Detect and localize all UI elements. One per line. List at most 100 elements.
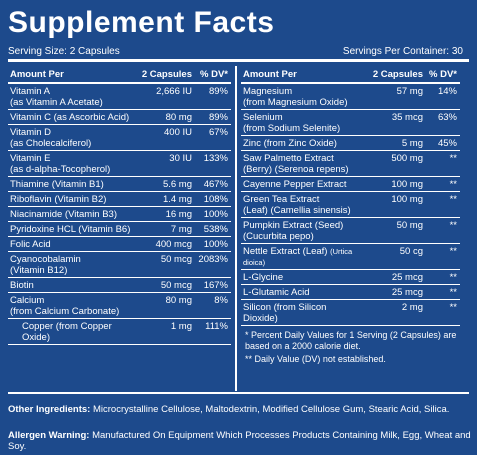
nutrient-label: Thiamine (Vitamin B1) <box>10 179 104 190</box>
nutrient-dv: 2083% <box>198 254 228 265</box>
footnotes: * Percent Daily Values for 1 Serving (2 … <box>241 326 460 365</box>
nutrient-amount: 100 mg <box>391 179 423 190</box>
nutrient-row: Silicon (from Silicon Dioxide) 2 mg ** <box>241 300 460 326</box>
nutrient-name: Pumpkin Extract (Seed) (Cucurbita pepo) <box>241 220 361 242</box>
nutrient-name: Magnesium (from Magnesium Oxide) <box>241 86 361 108</box>
right-column: Amount Per 2 Capsules % DV* Magnesium (fr… <box>241 66 460 367</box>
nutrient-row: Zinc (from Zinc Oxide) 5 mg 45% <box>241 136 460 151</box>
nutrient-label: Vitamin E <box>10 153 51 164</box>
nutrient-row: L-Glycine 25 mcg ** <box>241 270 460 285</box>
nutrient-row: Cyanocobalamin (Vitamin B12) 50 mcg 2083% <box>8 252 231 278</box>
allergen-warning-text: Manufactured On Equipment Which Processe… <box>8 430 471 452</box>
nutrient-name: Nettle Extract (Leaf) (Urtica dioica) <box>241 246 361 268</box>
nutrient-amount: 80 mg <box>165 295 192 306</box>
bottom-rule <box>8 392 469 394</box>
nutrient-source: (as d-alpha-Tocopherol) <box>10 164 111 175</box>
nutrient-label: Saw Palmetto Extract <box>243 153 334 164</box>
nutrient-amount: 1 mg <box>170 321 192 332</box>
nutrient-source: (Berry) (Serenoa repens) <box>243 164 349 175</box>
nutrient-row: Thiamine (Vitamin B1) 5.6 mg 467% <box>8 177 231 192</box>
nutrient-row: Magnesium (from Magnesium Oxide) 57 mg 14% <box>241 84 460 110</box>
nutrient-label: Riboflavin (Vitamin B2) <box>10 194 107 205</box>
nutrient-name: Vitamin D (as Cholecalciferol) <box>8 127 134 149</box>
nutrient-label: Folic Acid <box>10 239 51 250</box>
nutrient-row: Vitamin A (as Vitamin A Acetate) 2,666 IU 8… <box>8 84 231 110</box>
nutrient-dv: 89% <box>208 112 228 123</box>
nutrient-amount: 2,666 IU <box>156 86 192 97</box>
nutrient-label: Niacinamide (Vitamin B3) <box>10 209 118 220</box>
nutrient-name: Green Tea Extract (Leaf) (Camellia sinens… <box>241 194 361 216</box>
footnote-dv: * Percent Daily Values for 1 Serving (2 … <box>245 330 457 351</box>
nutrient-name: Vitamin A (as Vitamin A Acetate) <box>8 86 134 108</box>
allergen-warning-label: Allergen Warning: <box>8 430 90 441</box>
nutrient-dv: ** <box>449 194 457 205</box>
servings-per-container: Servings Per Container: 30 <box>342 46 463 57</box>
other-ingredients-text: Microcrystalline Cellulose, Maltodextrin… <box>90 404 450 415</box>
nutrient-amount: 400 IU <box>164 127 192 138</box>
nutrient-source: (Vitamin B12) <box>10 265 68 276</box>
nutrient-amount: 2 mg <box>401 302 423 313</box>
nutrient-name: Silicon (from Silicon Dioxide) <box>241 302 361 324</box>
nutrient-label: Cyanocobalamin <box>10 254 81 265</box>
nutrient-label: L-Glutamic Acid <box>243 287 310 298</box>
nutrient-name: Folic Acid <box>8 239 134 250</box>
nutrient-amount: 30 IU <box>169 153 192 164</box>
nutrient-row: Saw Palmetto Extract (Berry) (Serenoa rep… <box>241 151 460 177</box>
nutrient-name: L-Glutamic Acid <box>241 287 361 298</box>
nutrient-dv: ** <box>449 220 457 231</box>
nutrient-row: Copper (from Copper Oxide) 1 mg 111% <box>8 319 231 345</box>
nutrient-name: Calcium (from Calcium Carbonate) <box>8 295 134 317</box>
nutrient-amount: 25 mcg <box>391 272 423 283</box>
nutrient-amount: 500 mg <box>391 153 423 164</box>
nutrient-row: Biotin 50 mcg 167% <box>8 278 231 293</box>
nutrient-label: Biotin <box>10 280 34 291</box>
nutrient-dv: 167% <box>203 280 228 291</box>
nutrient-name: Vitamin E (as d-alpha-Tocopherol) <box>8 153 134 175</box>
nutrient-row: Cayenne Pepper Extract 100 mg ** <box>241 177 460 192</box>
nutrient-dv: ** <box>449 246 457 257</box>
nutrient-amount: 5.6 mg <box>162 179 192 190</box>
nutrient-label: Zinc (from Zinc Oxide) <box>243 138 337 149</box>
nutrient-row: Pyridoxine HCL (Vitamin B6) 7 mg 538% <box>8 222 231 237</box>
nutrient-dv: 467% <box>203 179 228 190</box>
nutrient-label: Pyridoxine HCL (Vitamin B6) <box>10 224 131 235</box>
nutrient-name: Pyridoxine HCL (Vitamin B6) <box>8 224 134 235</box>
nutrient-source: (Cucurbita pepo) <box>243 231 314 242</box>
nutrient-amount: 100 mg <box>391 194 423 205</box>
serving-size: Serving Size: 2 Capsules <box>8 46 120 57</box>
nutrient-name: Niacinamide (Vitamin B3) <box>8 209 134 220</box>
nutrient-name: Cyanocobalamin (Vitamin B12) <box>8 254 134 276</box>
nutrient-source: (Leaf) (Camellia sinensis) <box>243 205 351 216</box>
nutrient-dv: ** <box>449 287 457 298</box>
nutrient-amount: 50 mcg <box>160 280 192 291</box>
nutrient-name: Selenium (from Sodium Selenite) <box>241 112 361 134</box>
nutrient-name: L-Glycine <box>241 272 361 283</box>
nutrient-name: Zinc (from Zinc Oxide) <box>241 138 361 149</box>
other-ingredients-label: Other Ingredients: <box>8 404 91 415</box>
left-table-header: Amount Per 2 Capsules % DV* <box>8 66 231 84</box>
nutrient-amount: 80 mg <box>165 112 192 123</box>
nutrient-source: (from Calcium Carbonate) <box>10 306 120 317</box>
nutrient-label: Silicon (from Silicon Dioxide) <box>243 302 327 324</box>
nutrient-row: Selenium (from Sodium Selenite) 35 mcg 63% <box>241 110 460 136</box>
nutrient-row: Vitamin E (as d-alpha-Tocopherol) 30 IU 133… <box>8 151 231 177</box>
header-serving: 2 Capsules <box>141 68 192 80</box>
header-amount-per: Amount Per <box>243 68 297 80</box>
nutrient-row: Vitamin C (as Ascorbic Acid) 80 mg 89% <box>8 110 231 125</box>
nutrient-dv: ** <box>449 153 457 164</box>
nutrient-dv: 14% <box>437 86 457 97</box>
nutrient-name: Saw Palmetto Extract (Berry) (Serenoa rep… <box>241 153 361 175</box>
nutrient-amount: 1.4 mg <box>162 194 192 205</box>
nutrient-dv: 111% <box>205 321 228 332</box>
nutrient-name: Vitamin C (as Ascorbic Acid) <box>8 112 134 123</box>
nutrient-amount: 7 mg <box>170 224 192 235</box>
nutrient-source: (from Sodium Selenite) <box>243 123 341 134</box>
nutrient-label: Vitamin D <box>10 127 52 138</box>
nutrient-name: Thiamine (Vitamin B1) <box>8 179 134 190</box>
nutrient-dv: 63% <box>437 112 457 123</box>
nutrient-row: Pumpkin Extract (Seed) (Cucurbita pepo) 50… <box>241 218 460 244</box>
nutrient-dv: ** <box>449 272 457 283</box>
nutrient-amount: 400 mcg <box>155 239 192 250</box>
left-rows: Vitamin A (as Vitamin A Acetate) 2,666 IU 8… <box>8 84 231 345</box>
nutrient-amount: 16 mg <box>165 209 192 220</box>
